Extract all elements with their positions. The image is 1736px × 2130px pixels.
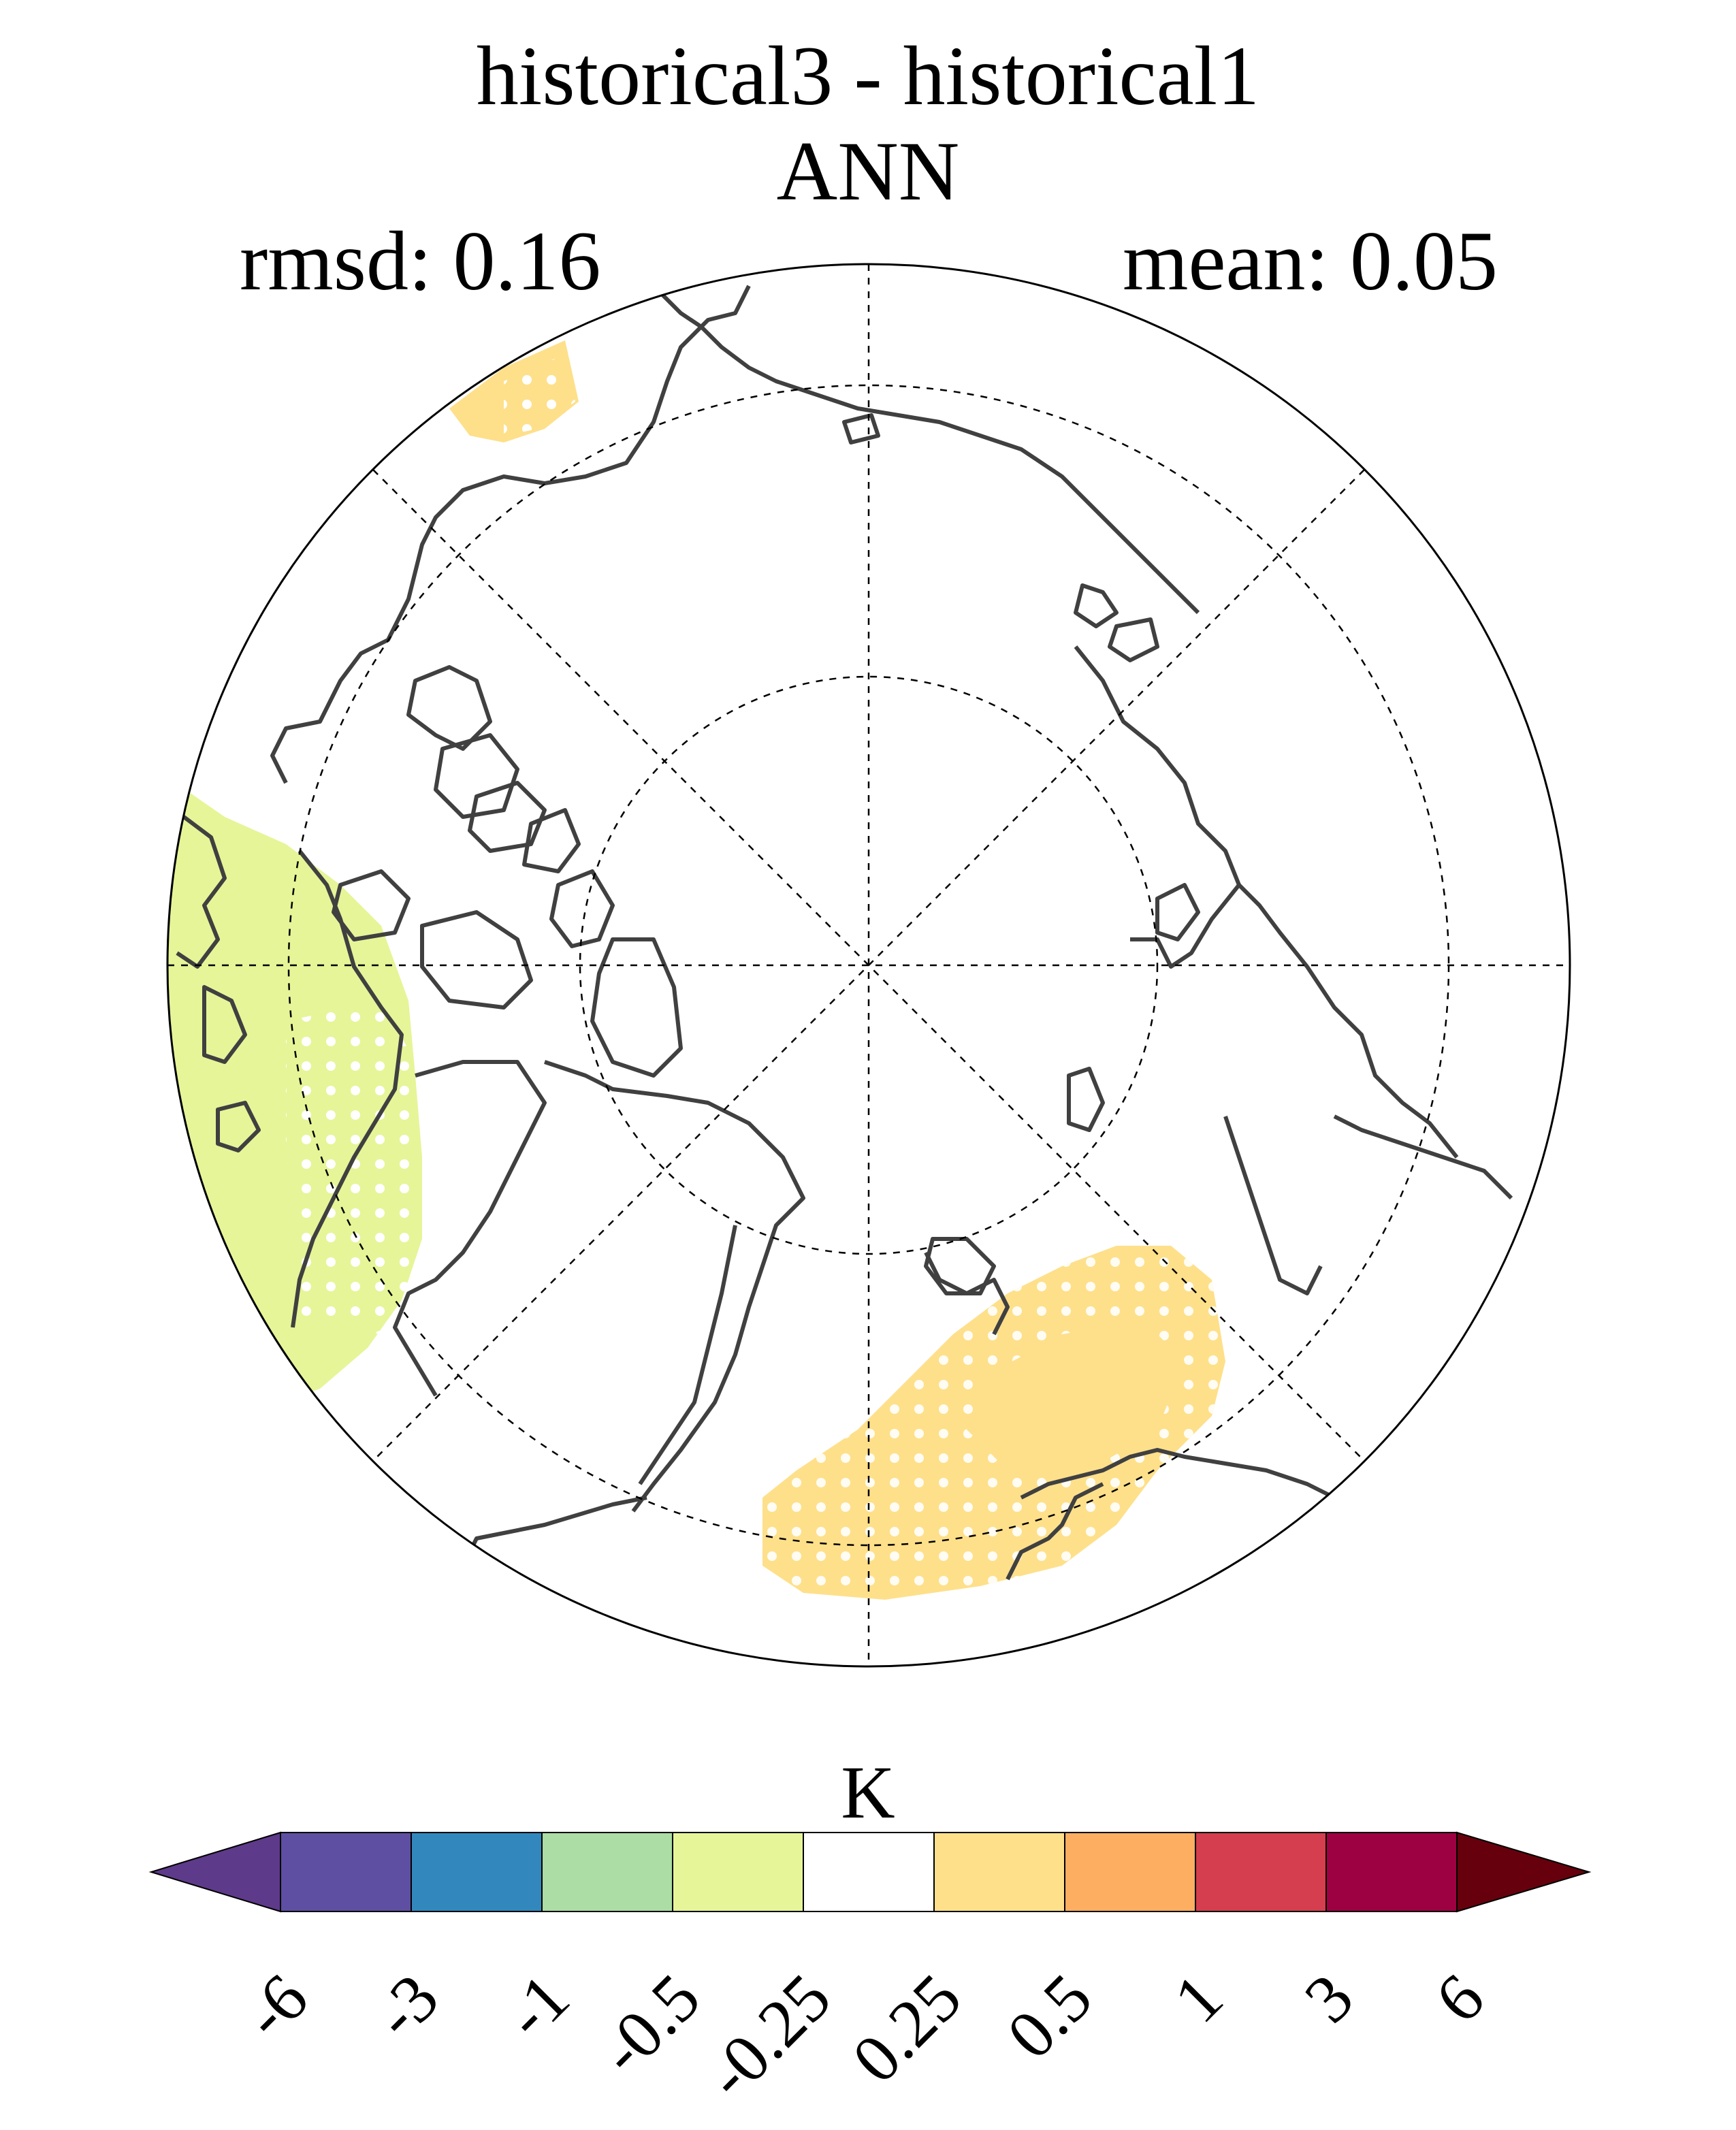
colorbar-box bbox=[411, 1832, 543, 1912]
map-subtitle: ANN bbox=[776, 125, 960, 218]
colorbar-box bbox=[803, 1832, 935, 1912]
polar-map bbox=[166, 263, 1571, 1668]
colorbar-over-triangle bbox=[1456, 1831, 1592, 1913]
colorbar-box bbox=[933, 1832, 1065, 1912]
colorbar-box bbox=[280, 1832, 412, 1912]
anomaly-region-bering-strait bbox=[449, 340, 579, 442]
anomaly-region-north-atlantic bbox=[762, 1246, 1225, 1600]
coastlines bbox=[176, 284, 1513, 1581]
colorbar-box bbox=[1064, 1832, 1196, 1912]
colorbar-unit-label: K bbox=[841, 1751, 895, 1834]
mean-label: mean: 0.05 bbox=[1123, 214, 1498, 308]
colorbar-box bbox=[541, 1832, 673, 1912]
map-title: historical3 - historical1 bbox=[476, 29, 1260, 123]
colorbar-box bbox=[1195, 1832, 1327, 1912]
map-boundary bbox=[166, 263, 1571, 1668]
rmsd-label: rmsd: 0.16 bbox=[240, 214, 601, 308]
colorbar-box bbox=[1325, 1832, 1458, 1912]
colorbar-under-triangle bbox=[148, 1831, 281, 1913]
colorbar-box bbox=[672, 1832, 804, 1912]
graticule bbox=[167, 264, 1570, 1666]
